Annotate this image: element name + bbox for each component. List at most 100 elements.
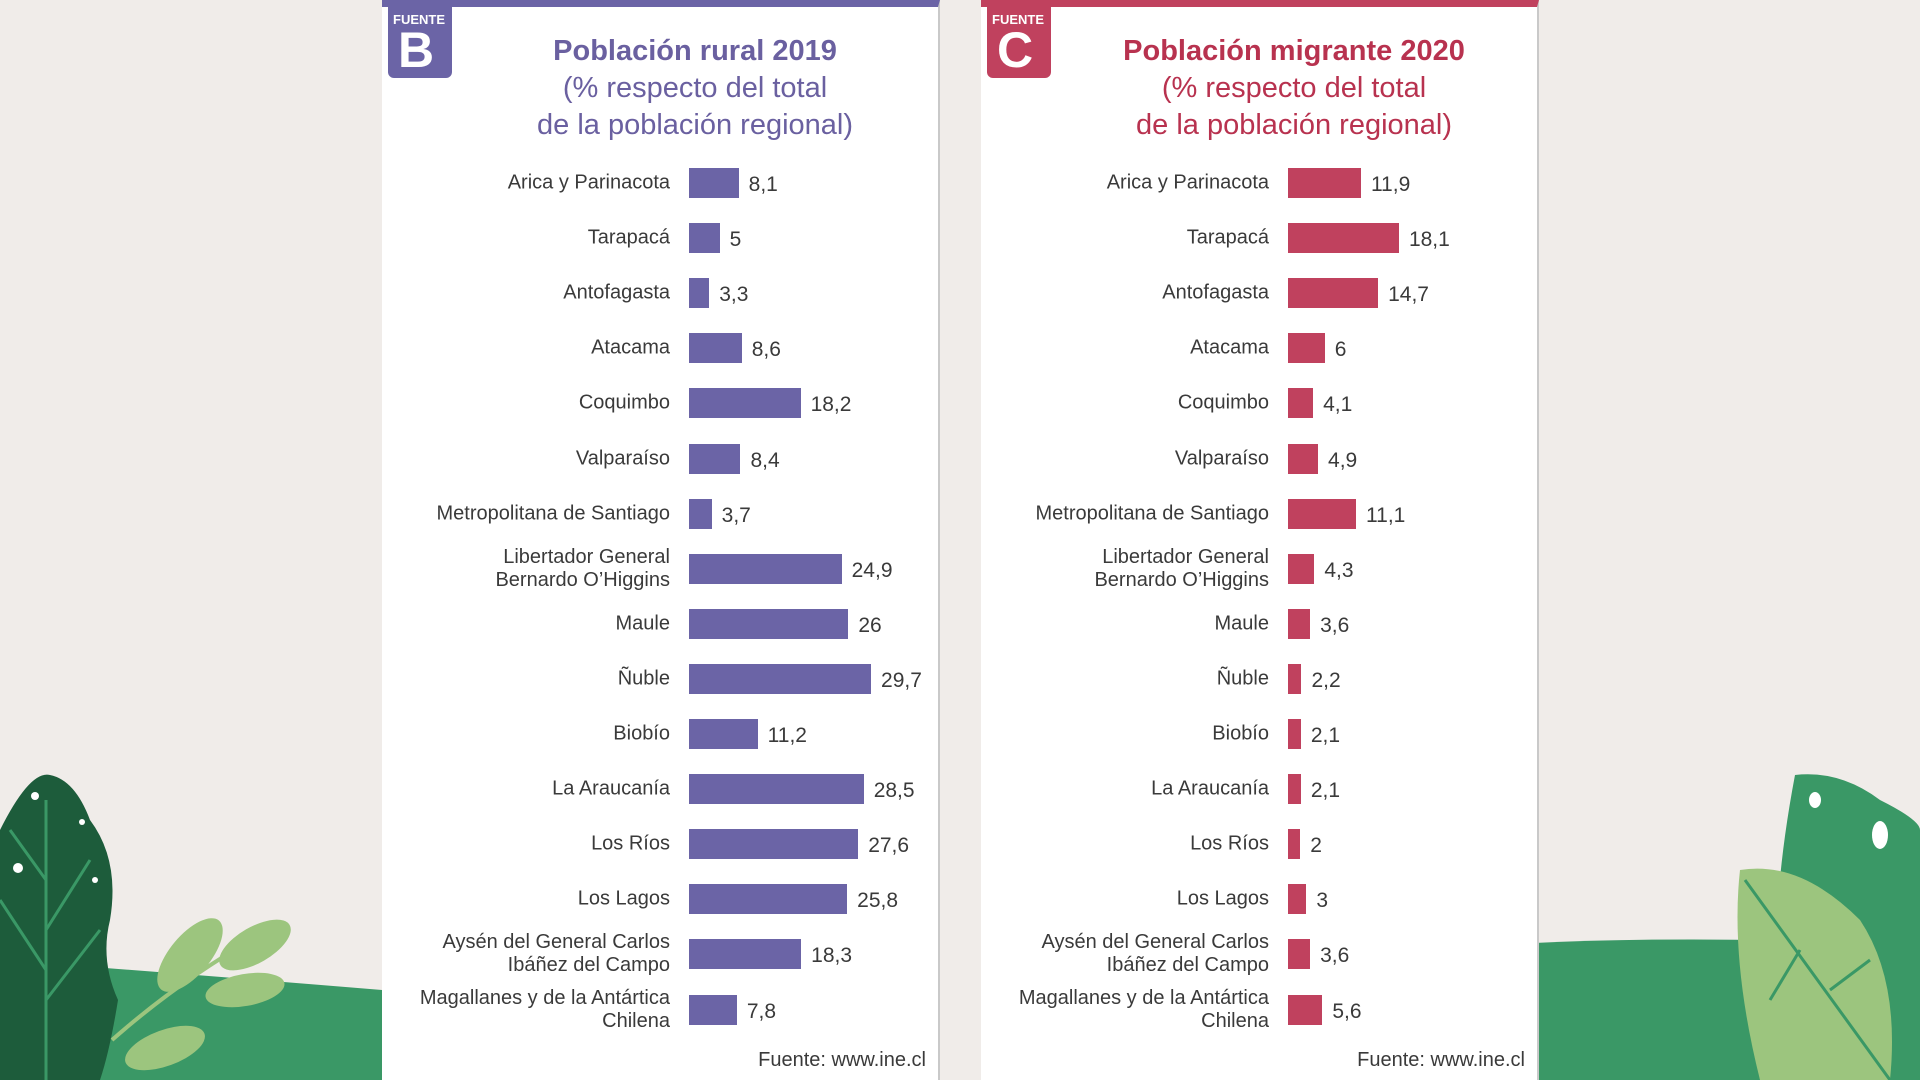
category-label: Los Ríos bbox=[591, 832, 670, 855]
category-label: Metropolitana de Santiago bbox=[436, 502, 671, 525]
bar bbox=[1288, 884, 1307, 915]
bar bbox=[1288, 333, 1325, 364]
value-label: 3,7 bbox=[721, 503, 751, 527]
value-label: 18,2 bbox=[810, 393, 852, 417]
bar bbox=[689, 168, 739, 198]
bar-rows: Arica y Parinacota 11,9 Tarapacá 18,1 Antofa… bbox=[981, 7, 1537, 1080]
chart-panel-fuente-c: FUENTE C Población migrante 2020 (% resp… bbox=[981, 0, 1539, 1080]
category-label: Los Lagos bbox=[577, 887, 670, 910]
category-label: Coquimbo bbox=[1177, 391, 1269, 414]
bar bbox=[689, 663, 872, 694]
value-label: 27,6 bbox=[868, 834, 910, 858]
bar bbox=[689, 223, 720, 254]
badge-label: FUENTE bbox=[992, 12, 1044, 27]
value-label: 8,6 bbox=[751, 338, 781, 362]
value-label: 11,2 bbox=[767, 724, 807, 747]
value-label: 6 bbox=[1334, 338, 1347, 362]
bar bbox=[689, 278, 710, 309]
category-label: Libertador General Bernardo O’Higgins bbox=[495, 545, 670, 591]
bar bbox=[1288, 829, 1301, 860]
badge-letter: C bbox=[997, 22, 1034, 78]
bar bbox=[689, 829, 859, 860]
fuente-b-badge: FUENTE B bbox=[388, 7, 452, 78]
category-label: Arica y Parinacota bbox=[507, 171, 670, 194]
value-label: 18,1 bbox=[1408, 228, 1450, 252]
bar bbox=[689, 553, 842, 584]
value-label: 24,9 bbox=[851, 558, 893, 582]
category-label: Antofagasta bbox=[1162, 281, 1269, 304]
bar bbox=[689, 774, 864, 805]
category-label: Coquimbo bbox=[578, 391, 670, 414]
value-label: 3 bbox=[1316, 889, 1329, 913]
category-label: Maule bbox=[1214, 612, 1269, 635]
value-label: 3,6 bbox=[1320, 944, 1350, 968]
bar bbox=[689, 719, 758, 749]
value-label: 2 bbox=[1310, 834, 1322, 858]
category-label: Atacama bbox=[1190, 336, 1269, 359]
value-label: 3,3 bbox=[719, 283, 749, 307]
value-label: 7,8 bbox=[746, 999, 777, 1023]
chart-subtitle-2: de la población regional) bbox=[1136, 109, 1452, 141]
bar bbox=[689, 443, 741, 474]
value-label: 3,6 bbox=[1320, 613, 1350, 637]
bar bbox=[1288, 168, 1361, 198]
value-label: 4,9 bbox=[1328, 448, 1358, 472]
bar bbox=[1288, 774, 1301, 805]
value-label: 2,1 bbox=[1310, 724, 1341, 747]
category-label: Magallanes y de la Antártica Chilena bbox=[1018, 986, 1269, 1032]
bar bbox=[689, 388, 801, 419]
value-label: 4,1 bbox=[1323, 393, 1353, 417]
chart-subtitle-1: (% respecto del total bbox=[562, 72, 828, 104]
bar bbox=[1288, 498, 1357, 529]
chart-title: Población rural 2019 (% respecto del tot… bbox=[452, 33, 938, 144]
bar bbox=[1288, 553, 1315, 584]
category-label: Metropolitana de Santiago bbox=[1035, 502, 1270, 525]
bar bbox=[1288, 278, 1379, 309]
category-label: Tarapacá bbox=[587, 226, 670, 249]
value-label: 2,2 bbox=[1311, 668, 1341, 692]
value-label: 5 bbox=[729, 228, 742, 252]
leaf-branch-icon bbox=[110, 918, 291, 1071]
category-label: Biobío bbox=[613, 722, 670, 745]
bar bbox=[689, 333, 742, 364]
badge-label: FUENTE bbox=[393, 12, 445, 27]
category-label: Libertador General Bernardo O’Higgins bbox=[1094, 545, 1269, 591]
chart-subtitle-1: (% respecto del total bbox=[1161, 72, 1427, 104]
bar bbox=[689, 939, 802, 970]
category-label: Los Lagos bbox=[1176, 887, 1269, 910]
chart-title: Población migrante 2020 (% respecto del … bbox=[1051, 33, 1537, 144]
fuente-c-badge: FUENTE C bbox=[987, 7, 1051, 78]
value-label: 11,9 bbox=[1370, 173, 1411, 196]
category-label: Valparaíso bbox=[1174, 447, 1269, 469]
bar bbox=[1288, 719, 1301, 749]
chart-subtitle-2: de la población regional) bbox=[537, 109, 853, 141]
value-label: 2,1 bbox=[1310, 779, 1341, 803]
bar bbox=[1288, 223, 1399, 254]
category-label: Ñuble bbox=[1216, 667, 1269, 690]
category-label: Atacama bbox=[591, 336, 670, 359]
category-label: Tarapacá bbox=[1186, 226, 1269, 249]
category-label: Ñuble bbox=[617, 667, 670, 690]
bar bbox=[1288, 388, 1314, 419]
bar bbox=[689, 994, 737, 1025]
bar bbox=[1288, 939, 1311, 970]
value-label: 8,1 bbox=[748, 173, 778, 196]
category-label: La Araucanía bbox=[1151, 777, 1269, 800]
value-label: 8,4 bbox=[750, 448, 780, 472]
chart-title-main: Población rural 2019 bbox=[553, 35, 837, 67]
value-label: 29,7 bbox=[881, 668, 922, 692]
bar bbox=[689, 498, 712, 529]
value-label: 26 bbox=[858, 613, 882, 637]
bar bbox=[1288, 663, 1302, 694]
category-label: La Araucanía bbox=[552, 777, 670, 800]
leaf-right-icon bbox=[1737, 774, 1920, 1080]
bar-rows: Arica y Parinacota 8,1 Tarapacá 5 Antofagast… bbox=[382, 7, 938, 1080]
chart-title-main: Población migrante 2020 bbox=[1123, 35, 1465, 67]
category-label: Maule bbox=[615, 612, 670, 635]
category-label: Aysén del General Carlos Ibáñez del Camp… bbox=[442, 931, 670, 977]
bar bbox=[1288, 443, 1319, 474]
leaf-dark-icon bbox=[0, 774, 118, 1080]
bar bbox=[689, 608, 849, 639]
value-label: 11,1 bbox=[1366, 503, 1406, 527]
category-label: Arica y Parinacota bbox=[1106, 171, 1269, 194]
